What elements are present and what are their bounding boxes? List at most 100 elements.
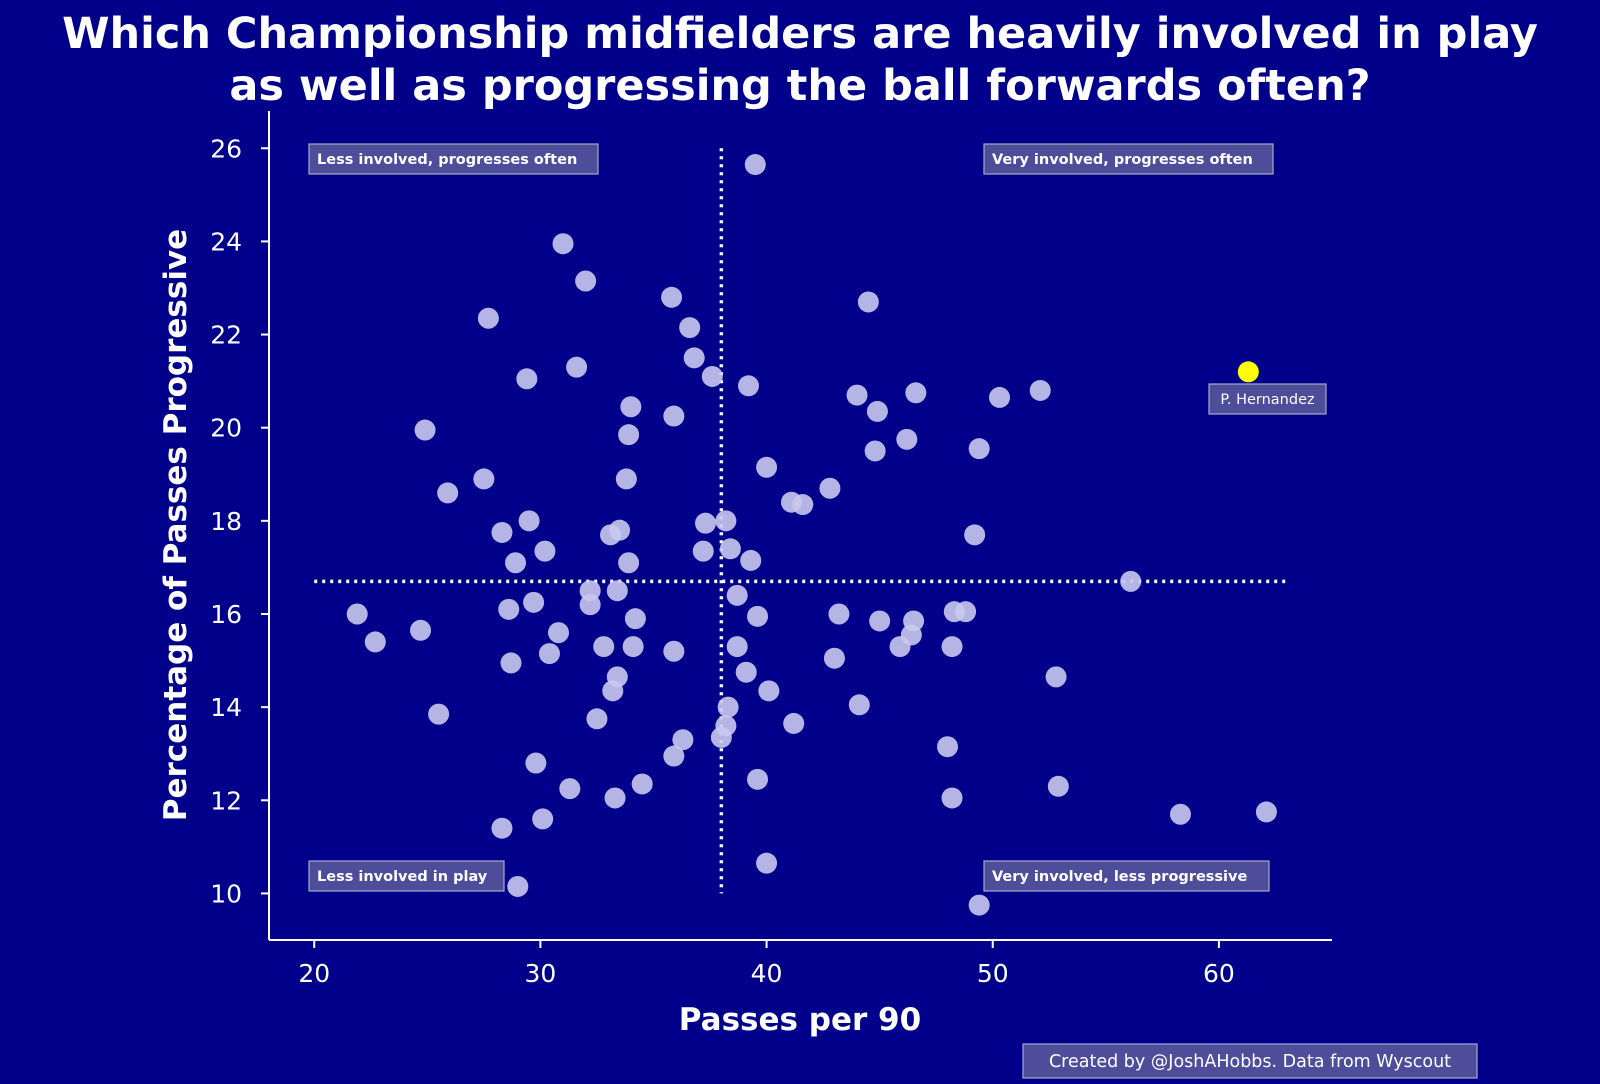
- y-tick-label: 10: [210, 879, 242, 908]
- data-point: [735, 661, 757, 683]
- svg-text:Very involved, less progressiv: Very involved, less progressive: [992, 869, 1247, 885]
- data-point: [491, 521, 513, 543]
- y-axis-label: Percentage of Passes Progressive: [158, 229, 194, 821]
- y-tick-label: 14: [210, 693, 242, 722]
- data-points: [346, 154, 1277, 916]
- data-point: [968, 438, 990, 460]
- data-point: [1045, 666, 1067, 688]
- data-point: [679, 317, 701, 339]
- data-point: [414, 419, 436, 441]
- data-point: [783, 712, 805, 734]
- quadrant-label-bottom-left: Less involved in play: [308, 860, 505, 892]
- svg-text:Created by @JoshAHobbs. Data f: Created by @JoshAHobbs. Data from Wyscou…: [1049, 1052, 1451, 1072]
- y-tick-label: 24: [210, 227, 242, 256]
- data-point: [864, 440, 886, 462]
- y-tick-label: 22: [210, 321, 242, 350]
- data-point: [500, 652, 522, 674]
- y-tick-label: 16: [210, 600, 242, 629]
- data-point: [866, 400, 888, 422]
- data-point: [710, 726, 732, 748]
- data-point: [792, 494, 814, 516]
- data-point: [477, 307, 499, 329]
- data-point: [726, 636, 748, 658]
- data-point: [740, 549, 762, 571]
- x-axis-ticks: 20 30 40 50 60: [298, 940, 1235, 988]
- data-point: [618, 552, 640, 574]
- data-point: [622, 636, 644, 658]
- data-point: [602, 680, 624, 702]
- x-axis-label: Passes per 90: [679, 1002, 921, 1038]
- data-point: [364, 631, 386, 653]
- y-tick-label: 12: [210, 786, 242, 815]
- data-point: [683, 347, 705, 369]
- data-point: [410, 619, 432, 641]
- data-point: [525, 752, 547, 774]
- data-point: [744, 154, 766, 176]
- data-point: [726, 584, 748, 606]
- data-point: [507, 875, 529, 897]
- data-point: [905, 382, 927, 404]
- quadrant-label-bottom-right: Very involved, less progressive: [983, 860, 1270, 892]
- data-point: [848, 694, 870, 716]
- svg-text:Very involved, progresses ofte: Very involved, progresses often: [992, 152, 1253, 168]
- data-point: [989, 386, 1011, 408]
- data-point: [523, 591, 545, 613]
- data-point: [968, 894, 990, 916]
- svg-text:P. Hernandez: P. Hernandez: [1220, 392, 1314, 408]
- data-point: [846, 384, 868, 406]
- data-point: [606, 580, 628, 602]
- data-point: [552, 233, 574, 255]
- x-tick-label: 50: [977, 959, 1009, 988]
- x-tick-label: 60: [1203, 959, 1235, 988]
- data-point: [828, 603, 850, 625]
- data-point: [575, 270, 597, 292]
- data-point: [532, 808, 554, 830]
- data-point: [1029, 379, 1051, 401]
- data-point: [756, 456, 778, 478]
- data-point: [823, 647, 845, 669]
- data-point: [869, 610, 891, 632]
- data-point: [491, 817, 513, 839]
- data-point: [1047, 775, 1069, 797]
- data-point: [618, 424, 640, 446]
- data-point: [505, 552, 527, 574]
- data-point: [615, 468, 637, 490]
- chart-title-line-2: as well as progressing the ball forwards…: [229, 61, 1370, 111]
- data-point: [559, 778, 581, 800]
- data-point: [534, 540, 556, 562]
- data-point: [586, 708, 608, 730]
- data-point: [631, 773, 653, 795]
- data-point: [1255, 801, 1277, 823]
- data-point: [937, 736, 959, 758]
- data-point: [624, 608, 646, 630]
- data-point: [964, 524, 986, 546]
- highlight-point: [1237, 361, 1259, 383]
- data-point: [538, 643, 560, 665]
- data-point: [955, 601, 977, 623]
- svg-text:Less involved in play: Less involved in play: [317, 869, 488, 885]
- data-point: [600, 524, 622, 546]
- data-point: [701, 365, 723, 387]
- y-axis-ticks: 10 12 14 16 18 20 22 24 26: [210, 134, 269, 908]
- data-point: [715, 510, 737, 532]
- data-point: [428, 703, 450, 725]
- data-point: [518, 510, 540, 532]
- svg-text:Less involved, progresses ofte: Less involved, progresses often: [317, 152, 577, 168]
- data-point: [719, 538, 741, 560]
- data-point: [547, 622, 569, 644]
- data-point: [473, 468, 495, 490]
- data-point: [663, 640, 685, 662]
- data-point: [579, 594, 601, 616]
- data-point: [604, 787, 626, 809]
- data-point: [566, 356, 588, 378]
- data-point: [941, 636, 963, 658]
- data-point: [747, 605, 769, 627]
- data-point: [747, 768, 769, 790]
- data-point: [758, 680, 780, 702]
- highlight-callout: P. Hernandez: [1208, 383, 1327, 415]
- x-tick-label: 30: [524, 959, 556, 988]
- y-tick-label: 20: [210, 414, 242, 443]
- data-point: [1169, 803, 1191, 825]
- data-point: [756, 852, 778, 874]
